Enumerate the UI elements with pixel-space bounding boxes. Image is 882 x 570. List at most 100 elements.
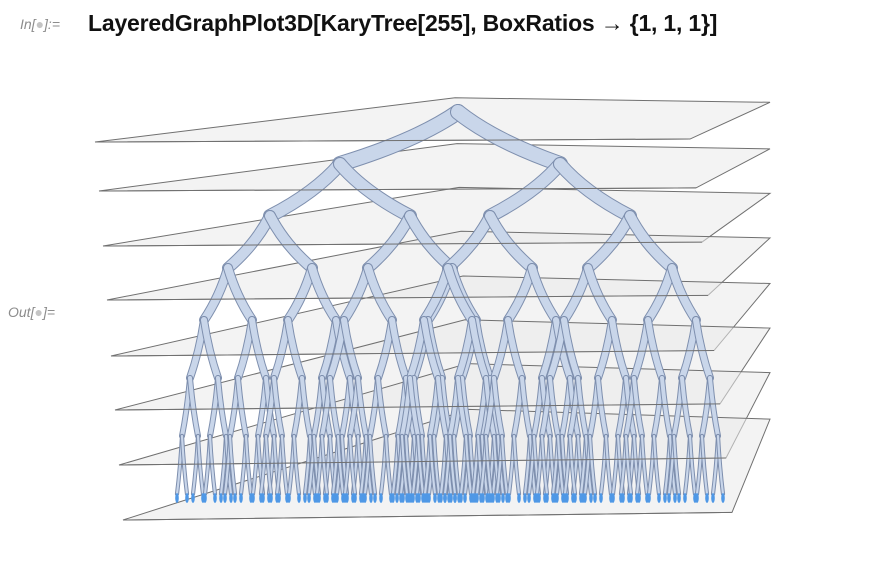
leaf-node xyxy=(411,493,415,503)
leaf-node xyxy=(453,493,457,503)
leaf-node xyxy=(395,493,399,503)
tree-edge xyxy=(320,434,329,496)
leaf-node xyxy=(657,493,661,503)
tree-edge xyxy=(264,158,346,222)
leaf-node xyxy=(415,493,419,503)
leaf-node xyxy=(399,493,403,503)
leaf-node xyxy=(495,493,499,503)
tree-edge xyxy=(280,434,289,496)
tree-edge xyxy=(404,434,413,496)
leaf-node xyxy=(721,493,725,503)
tree-edge xyxy=(492,376,504,438)
tree-edge xyxy=(632,376,644,438)
input-code[interactable]: LayeredGraphPlot3D[KaryTree[255], BoxRat… xyxy=(88,10,718,36)
leaf-node xyxy=(695,493,699,503)
tree-edge xyxy=(308,264,340,324)
tree-edge xyxy=(333,105,465,171)
output-label-prefix: Out[ xyxy=(8,304,35,320)
tree-edge xyxy=(660,376,672,438)
tree-edge xyxy=(609,317,629,381)
tree-edge xyxy=(412,376,424,438)
tree-edge xyxy=(356,376,368,438)
tree-edge xyxy=(188,376,200,438)
tree-edge xyxy=(645,317,665,381)
layer-plane-front-edge-1 xyxy=(94,138,691,143)
leaf-node xyxy=(239,493,243,503)
leaf-node xyxy=(535,493,539,503)
leaf-node xyxy=(555,493,559,503)
tree-edge xyxy=(484,158,566,222)
layer-plane-front-edge-4 xyxy=(106,294,709,301)
leaf-node xyxy=(185,493,189,503)
layer-plane-2 xyxy=(98,143,771,192)
leaf-node xyxy=(471,493,475,503)
layer-plane-front-edge-7 xyxy=(118,457,727,466)
tree-edge xyxy=(196,434,205,496)
tree-edge xyxy=(464,434,473,496)
tree-edge xyxy=(180,434,189,496)
tree-edge xyxy=(249,317,269,381)
leaf-node xyxy=(683,493,687,503)
tree-edge xyxy=(700,434,709,496)
leaf-node xyxy=(449,493,453,503)
leaf-node xyxy=(711,493,715,503)
input-label-prefix: In[ xyxy=(20,16,36,32)
tree-edge xyxy=(561,317,581,381)
leaf-node xyxy=(579,493,583,503)
input-label-dot: ● xyxy=(35,16,45,32)
tree-edge xyxy=(201,317,221,381)
leaf-node xyxy=(551,493,555,503)
tree-edge xyxy=(460,376,472,438)
layer-plane-front-edge-5 xyxy=(110,350,715,357)
leaf-node xyxy=(335,493,339,503)
leaf-node xyxy=(443,493,447,503)
leaf-node xyxy=(325,493,329,503)
leaf-node xyxy=(353,493,357,503)
layer-planes-front xyxy=(94,138,733,521)
tree-edge xyxy=(368,434,377,496)
tree-edge xyxy=(400,434,409,496)
tree-edge xyxy=(640,434,649,496)
leaf-node xyxy=(233,493,237,503)
tree-edge xyxy=(336,434,345,496)
leaf-node xyxy=(343,493,347,503)
leaf-node xyxy=(459,493,463,503)
tree-edge xyxy=(292,434,301,496)
leaf-node xyxy=(667,493,671,503)
leaf-node xyxy=(363,493,367,503)
tree-edge xyxy=(432,434,441,496)
leaf-node xyxy=(379,493,383,503)
leaf-node xyxy=(331,493,335,503)
leaf-node xyxy=(647,493,651,503)
leaf-node xyxy=(463,493,467,503)
tree-edge xyxy=(672,434,681,496)
tree-edge xyxy=(680,376,692,438)
tree-edge xyxy=(484,434,493,496)
tree-edge xyxy=(540,434,549,496)
tree-edge xyxy=(244,434,253,496)
tree-edge xyxy=(265,211,317,273)
leaf-node xyxy=(359,493,363,503)
tree-edge xyxy=(428,434,437,496)
tree-edge xyxy=(556,434,565,496)
leaf-node xyxy=(573,493,577,503)
tree-edge xyxy=(568,434,577,496)
leaf-node xyxy=(287,493,291,503)
tree-edge xyxy=(469,317,489,381)
layer-plane-front-edge-6 xyxy=(114,403,721,411)
leaf-node xyxy=(589,493,593,503)
leaf-node xyxy=(223,493,227,503)
leaf-node xyxy=(275,493,279,503)
leaf-node xyxy=(307,493,311,503)
leaf-node xyxy=(479,493,483,503)
output-cell-label: Out[●]= xyxy=(8,304,55,320)
tree-edge xyxy=(500,434,509,496)
tree-edge xyxy=(604,434,613,496)
output-label-dot: ● xyxy=(34,304,43,320)
tree-edge xyxy=(716,434,725,496)
leaf-node xyxy=(229,493,233,503)
tree-edge xyxy=(228,434,237,496)
tree-edge xyxy=(688,434,697,496)
tree-edge xyxy=(384,434,393,496)
